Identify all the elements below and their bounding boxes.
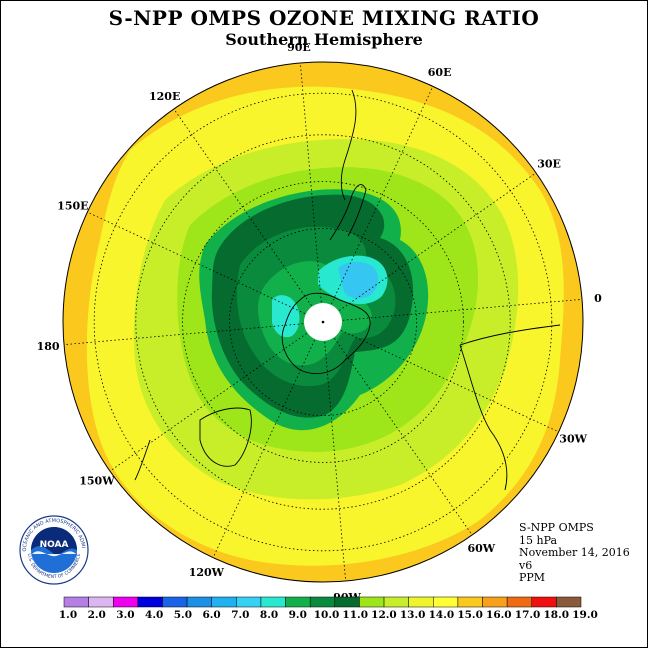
colorbar-swatch: [88, 596, 114, 608]
latitude-circle: [93, 92, 553, 552]
info-units: PPM: [519, 571, 546, 584]
colorbar-label: 12.0: [371, 609, 397, 621]
info-date: November 14, 2016: [519, 546, 630, 559]
longitude-label: 0: [594, 292, 602, 305]
info-instrument: S-NPP OMPS: [519, 521, 594, 534]
colorbar-swatch: [309, 596, 336, 608]
meridian-line: [322, 298, 583, 323]
longitude-label: 30E: [537, 158, 561, 171]
colorbar-swatch: [186, 596, 212, 608]
colorbar-swatch: [359, 596, 385, 608]
map-subtitle: Southern Hemisphere: [225, 30, 423, 49]
meridian-line: [322, 321, 347, 582]
longitude-label: 30W: [559, 433, 587, 446]
colorbar-swatch: [162, 596, 188, 608]
colorbar-label: 4.0: [145, 609, 163, 621]
colorbar-label: 3.0: [116, 609, 134, 621]
colorbar-swatch: [482, 596, 508, 608]
coastlines: [134, 89, 561, 491]
colorbar-label: 14.0: [429, 609, 455, 621]
meridian-line: [322, 86, 434, 323]
longitude-label: 60W: [467, 542, 495, 555]
colorbar-swatch: [506, 596, 533, 608]
colorbar-swatch: [433, 596, 459, 608]
info-level: 15 hPa: [519, 533, 558, 547]
colorbar-swatch: [137, 596, 163, 608]
colorbar-label: 15.0: [457, 609, 483, 621]
meridian-line: [63, 321, 324, 346]
colorbar-label: 7.0: [231, 609, 249, 621]
colorbar-swatch: [236, 596, 262, 608]
colorbar-swatch: [556, 596, 582, 608]
colorbar-swatch: [211, 596, 237, 608]
meridian-line: [322, 321, 559, 433]
colorbar-swatch: [112, 596, 139, 608]
colorbar-label: 13.0: [400, 609, 426, 621]
colorbar-label: 19.0: [572, 609, 598, 621]
colorbar-swatch: [260, 596, 286, 608]
meridian-line: [322, 172, 537, 323]
graticule: [63, 62, 583, 582]
meridian-line: [87, 211, 324, 323]
colorbar-swatch: [334, 596, 360, 608]
latitude-circle: [182, 181, 464, 463]
colorbar-swatch: [63, 596, 89, 608]
meridian-line: [212, 321, 324, 558]
colorbar-label: 9.0: [289, 609, 307, 621]
meridian-line: [299, 62, 324, 323]
colorbar-label: 1.0: [59, 609, 77, 621]
longitude-label: 60E: [428, 66, 452, 79]
info-version: v6: [519, 558, 533, 572]
colorbar: 1.0 2.0 3.0 4.0 5.0 6.0 7.0 8.0 9.0 10.0 11.0 12.0 1…: [59, 596, 598, 621]
colorbar-swatch: [457, 596, 483, 608]
colorbar-label: 16.0: [486, 609, 512, 621]
colorbar-label: 2.0: [88, 609, 106, 621]
south-pole-marker: [321, 320, 325, 324]
map-title: S-NPP OMPS OZONE MIXING RATIO: [108, 6, 540, 30]
latitude-circle: [228, 227, 417, 416]
noaa-logo: NATIONAL OCEANIC AND ATMOSPHERIC ADMINIS…: [18, 514, 89, 585]
colorbar-label: 17.0: [515, 609, 541, 621]
colorbar-label: 18.0: [543, 609, 569, 621]
colorbar-swatch: [408, 596, 434, 608]
meridian-line: [173, 108, 324, 323]
longitude-label: 90E: [287, 41, 311, 54]
ozone-band-cyan-left: [272, 295, 300, 338]
colorbar-swatch: [531, 596, 557, 608]
colorbar-label: 10.0: [314, 609, 340, 621]
colorbar-swatch: [285, 596, 311, 608]
colorbar-label: 8.0: [260, 609, 278, 621]
longitude-label: 180: [37, 340, 60, 353]
info-block: S-NPP OMPS 15 hPa November 14, 2016 v6 P…: [519, 521, 630, 585]
colorbar-label: 6.0: [202, 609, 220, 621]
map-boundary: [62, 61, 584, 583]
latitude-circle: [135, 134, 511, 510]
longitude-label: 150W: [79, 474, 115, 487]
longitude-label: 120E: [149, 90, 180, 103]
longitude-label: 120W: [189, 566, 225, 579]
logo-text: NOAA: [40, 540, 69, 550]
colorbar-swatch: [383, 596, 409, 608]
ozone-band-blue: [338, 261, 378, 299]
colorbar-label: 5.0: [174, 609, 192, 621]
longitude-label: 150E: [57, 199, 88, 212]
colorbar-label: 11.0: [342, 609, 368, 621]
meridian-line: [109, 321, 324, 472]
meridian-line: [322, 321, 473, 536]
